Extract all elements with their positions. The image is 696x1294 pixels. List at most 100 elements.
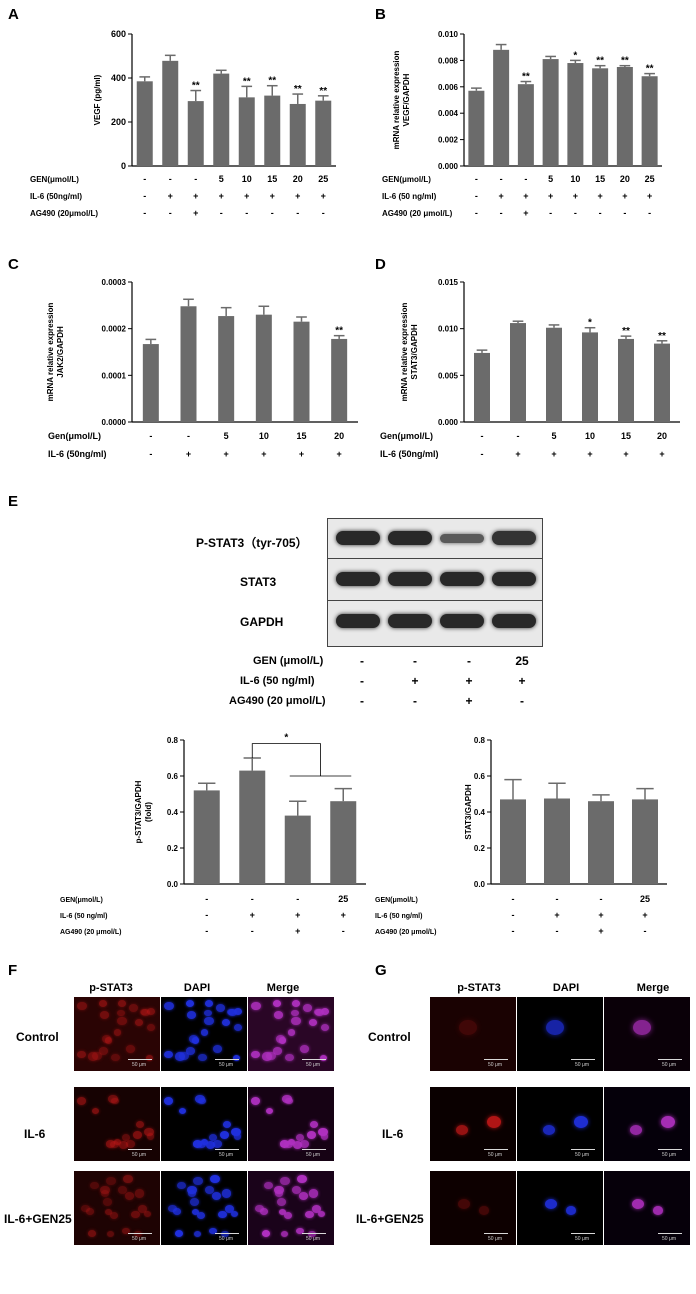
condition-value: + bbox=[270, 191, 275, 201]
y-tick-label: 600 bbox=[111, 29, 126, 39]
micrograph-merge: 50 μm bbox=[248, 997, 334, 1071]
cell-nucleus bbox=[131, 1210, 141, 1219]
condition-value: + bbox=[642, 910, 647, 920]
bar bbox=[567, 63, 584, 166]
scale-bar-label: 50 μm bbox=[575, 1062, 589, 1068]
cell-nucleus bbox=[114, 1138, 122, 1146]
cell-nucleus bbox=[147, 1023, 156, 1031]
condition-value: + bbox=[554, 910, 559, 920]
cell-nucleus bbox=[291, 1009, 299, 1017]
y-tick-label: 0.004 bbox=[438, 109, 459, 118]
condition-label: AG490 (20 μmol/L) bbox=[375, 929, 436, 936]
cell-nucleus bbox=[76, 1050, 86, 1059]
cell-nucleus bbox=[234, 1023, 243, 1031]
cell-nucleus bbox=[186, 1010, 197, 1020]
bar bbox=[616, 67, 633, 166]
significance-mark: ** bbox=[658, 331, 666, 342]
cell-nucleus bbox=[77, 1001, 87, 1011]
condition-value: + bbox=[597, 191, 602, 201]
y-tick-label: 200 bbox=[111, 117, 126, 127]
panel-letter-g: G bbox=[375, 962, 387, 979]
cell-nucleus bbox=[177, 1181, 187, 1190]
condition-label: Gen(μmol/L) bbox=[48, 431, 101, 441]
cell-nucleus bbox=[305, 1210, 315, 1219]
micro-g-row-il6: IL-6 bbox=[382, 1127, 404, 1141]
condition-value: + bbox=[523, 191, 528, 201]
cell-nucleus bbox=[273, 1000, 282, 1008]
cell-nucleus bbox=[193, 1176, 204, 1185]
chart-a-vegf-protein: 0 200 400 600 VEGF (pg/ml) ** ** ** ** ** GEN(μmol… bbox=[30, 29, 336, 218]
cell-nucleus bbox=[318, 1127, 328, 1136]
cell-nucleus bbox=[274, 1185, 284, 1194]
condition-value: - bbox=[524, 174, 527, 184]
y-tick-label: 0.000 bbox=[438, 162, 459, 171]
condition-value: - bbox=[143, 208, 146, 218]
cell-nucleus bbox=[309, 1019, 318, 1026]
cell-nucleus bbox=[281, 1230, 289, 1237]
condition-value: + bbox=[551, 449, 556, 459]
condition-value: 15 bbox=[595, 174, 605, 184]
cell-nucleus bbox=[212, 1139, 223, 1148]
cell-nucleus bbox=[261, 1229, 271, 1238]
condition-label: GEN(μmol/L) bbox=[375, 897, 418, 904]
cell-nucleus bbox=[543, 1125, 555, 1136]
cell-nucleus bbox=[302, 1004, 313, 1013]
condition-value: - bbox=[169, 208, 172, 218]
cell-nucleus bbox=[232, 1054, 241, 1061]
cell-nucleus bbox=[306, 1130, 317, 1139]
cell-nucleus bbox=[137, 1204, 148, 1213]
cell-nucleus bbox=[458, 1199, 470, 1210]
scale-bar-label: 50 μm bbox=[662, 1236, 676, 1242]
bar bbox=[315, 100, 332, 166]
cell-nucleus bbox=[255, 1205, 264, 1213]
cell-nucleus bbox=[204, 1000, 213, 1008]
cell-nucleus bbox=[291, 1000, 300, 1008]
condition-value: - bbox=[549, 208, 552, 218]
cell-nucleus bbox=[234, 1133, 242, 1140]
y-tick-label: 0.0000 bbox=[102, 418, 127, 427]
blot-band bbox=[440, 572, 484, 586]
cell-nucleus bbox=[132, 1130, 143, 1139]
condition-value: - bbox=[475, 208, 478, 218]
scale-bar-label: 50 μm bbox=[306, 1152, 320, 1158]
cell-nucleus bbox=[194, 1230, 202, 1237]
condition-value: - bbox=[512, 894, 515, 904]
y-tick-label: 0.006 bbox=[438, 83, 459, 92]
significance-mark: ** bbox=[294, 84, 302, 95]
condition-value: - bbox=[644, 926, 647, 936]
cell-nucleus bbox=[308, 1189, 319, 1198]
cell-nucleus bbox=[144, 1127, 154, 1136]
cell-nucleus bbox=[264, 1181, 274, 1190]
blot-band bbox=[388, 614, 432, 628]
y-tick-label: 0.6 bbox=[474, 772, 486, 781]
condition-value: 5 bbox=[224, 431, 229, 441]
condition-value: 15 bbox=[296, 431, 306, 441]
cell-nucleus bbox=[661, 1116, 675, 1128]
micro-g-header-pstat3: p-STAT3 bbox=[457, 982, 501, 994]
cell-nucleus bbox=[321, 1133, 329, 1140]
cell-nucleus bbox=[219, 1130, 230, 1139]
blot-condition-value: + bbox=[411, 674, 419, 688]
scale-bar-label: 50 μm bbox=[219, 1062, 233, 1068]
cell-nucleus bbox=[223, 1120, 232, 1128]
blot-label-stat3: STAT3 bbox=[240, 575, 277, 589]
cell-nucleus bbox=[633, 1020, 651, 1036]
cell-nucleus bbox=[164, 1001, 174, 1011]
cell-nucleus bbox=[99, 1047, 109, 1055]
cell-nucleus bbox=[314, 1008, 324, 1017]
condition-value: - bbox=[205, 926, 208, 936]
cell-nucleus bbox=[109, 1140, 119, 1149]
condition-value: - bbox=[149, 431, 152, 441]
bar bbox=[546, 327, 562, 422]
scale-bar bbox=[302, 1233, 326, 1234]
bar bbox=[330, 801, 357, 884]
scale-bar-label: 50 μm bbox=[132, 1152, 146, 1158]
condition-value: - bbox=[143, 174, 146, 184]
cell-nucleus bbox=[299, 1192, 309, 1200]
cell-nucleus bbox=[146, 1008, 156, 1016]
condition-value: + bbox=[659, 449, 664, 459]
cell-nucleus bbox=[187, 1185, 197, 1194]
condition-value: + bbox=[498, 191, 503, 201]
bar bbox=[493, 49, 510, 167]
